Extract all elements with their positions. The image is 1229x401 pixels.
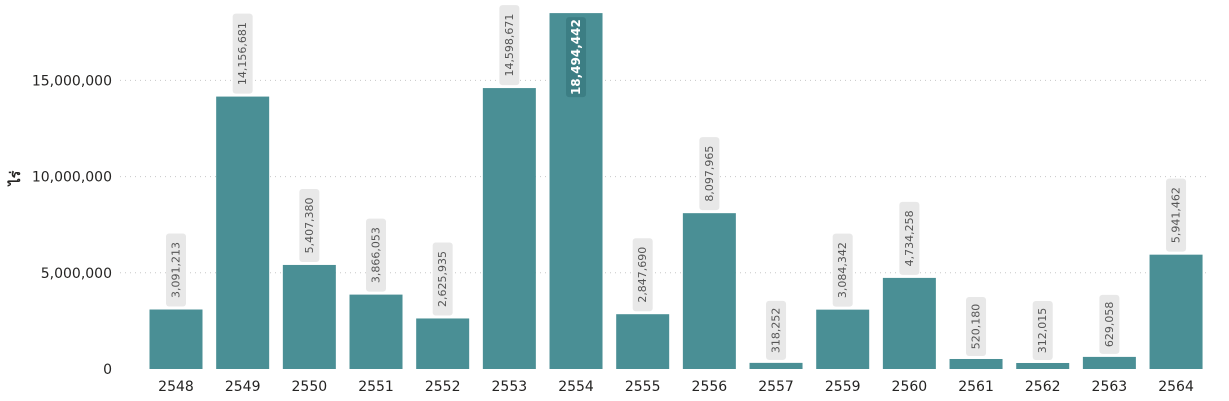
x-tick-label: 2548 (158, 379, 194, 395)
data-label-box (499, 5, 520, 86)
x-tick-label: 2553 (492, 379, 528, 395)
x-tick-label: 2562 (1025, 379, 1061, 395)
x-axis-ticks: 2548 2549 2550 2551 2552 2553 2554 2555 2556 2557… (158, 379, 1194, 395)
data-label-box (232, 13, 253, 94)
data-label-box (366, 218, 387, 292)
data-label: 18,494,442 (569, 19, 583, 95)
bar (749, 362, 803, 369)
data-label-box (832, 233, 853, 307)
x-tick-label: 2550 (292, 379, 328, 395)
x-tick-label: 2563 (1092, 379, 1128, 395)
bar (1082, 356, 1136, 369)
x-tick-label: 2560 (892, 379, 928, 395)
data-label: 4,734,258 (903, 210, 916, 266)
y-axis-ticks: 0 5,000,000 10,000,000 15,000,000 (32, 73, 112, 378)
data-label: 3,866,053 (370, 227, 383, 283)
data-label-box (1099, 294, 1120, 354)
data-label-box (899, 201, 920, 275)
data-label: 14,156,681 (236, 22, 249, 85)
data-label: 3,084,342 (836, 242, 849, 298)
data-label-box (966, 296, 987, 356)
bars (149, 13, 1203, 370)
x-tick-label: 2551 (358, 379, 394, 395)
data-label-box (432, 242, 453, 316)
data-label-box (566, 17, 587, 98)
bar (1016, 362, 1070, 369)
data-label-box (299, 188, 320, 262)
x-tick-label: 2552 (425, 379, 461, 395)
data-label: 5,941,462 (1170, 187, 1183, 243)
data-label: 520,180 (970, 304, 983, 350)
y-axis-title: ไร่ (6, 170, 24, 187)
bar (349, 294, 403, 369)
data-label-box (1032, 300, 1053, 360)
bar (816, 309, 870, 369)
data-label: 312,015 (1036, 308, 1049, 354)
bar (616, 314, 670, 369)
x-tick-label: 2561 (958, 379, 994, 395)
bar (149, 309, 203, 369)
data-label: 5,407,380 (303, 197, 316, 253)
bar (949, 358, 1003, 369)
data-label: 3,091,213 (170, 242, 183, 298)
data-label-box (632, 238, 653, 312)
bar (1149, 254, 1203, 369)
x-tick-label: 2557 (758, 379, 794, 395)
y-tick-label: 10,000,000 (32, 170, 112, 186)
bar (482, 88, 536, 370)
bar (216, 96, 270, 370)
y-tick-label: 0 (103, 362, 112, 378)
x-tick-label: 2556 (692, 379, 728, 395)
data-label-box (166, 233, 186, 307)
data-label: 629,058 (1103, 302, 1116, 348)
x-tick-label: 2555 (625, 379, 661, 395)
x-tick-label: 2559 (825, 379, 861, 395)
data-label: 318,252 (770, 308, 783, 354)
data-label-box (1166, 178, 1187, 252)
y-tick-label: 15,000,000 (32, 73, 112, 89)
data-label-box (699, 137, 720, 211)
bar (882, 277, 936, 369)
data-label-box (766, 300, 787, 360)
x-tick-label: 2549 (225, 379, 261, 395)
data-label: 2,625,935 (436, 251, 449, 307)
x-tick-label: 2554 (558, 379, 594, 395)
bar (416, 318, 470, 369)
bar (682, 213, 736, 369)
data-label: 2,847,690 (636, 247, 649, 303)
bar (282, 264, 336, 369)
gridlines (120, 79, 1210, 274)
y-tick-label: 5,000,000 (41, 266, 112, 282)
data-label: 8,097,965 (703, 146, 716, 202)
data-labels: 3,091,213 14,156,681 5,407,380 3,866,053 2,6… (166, 5, 1187, 360)
data-label: 14,598,671 (503, 14, 516, 77)
x-tick-label: 2564 (1158, 379, 1194, 395)
